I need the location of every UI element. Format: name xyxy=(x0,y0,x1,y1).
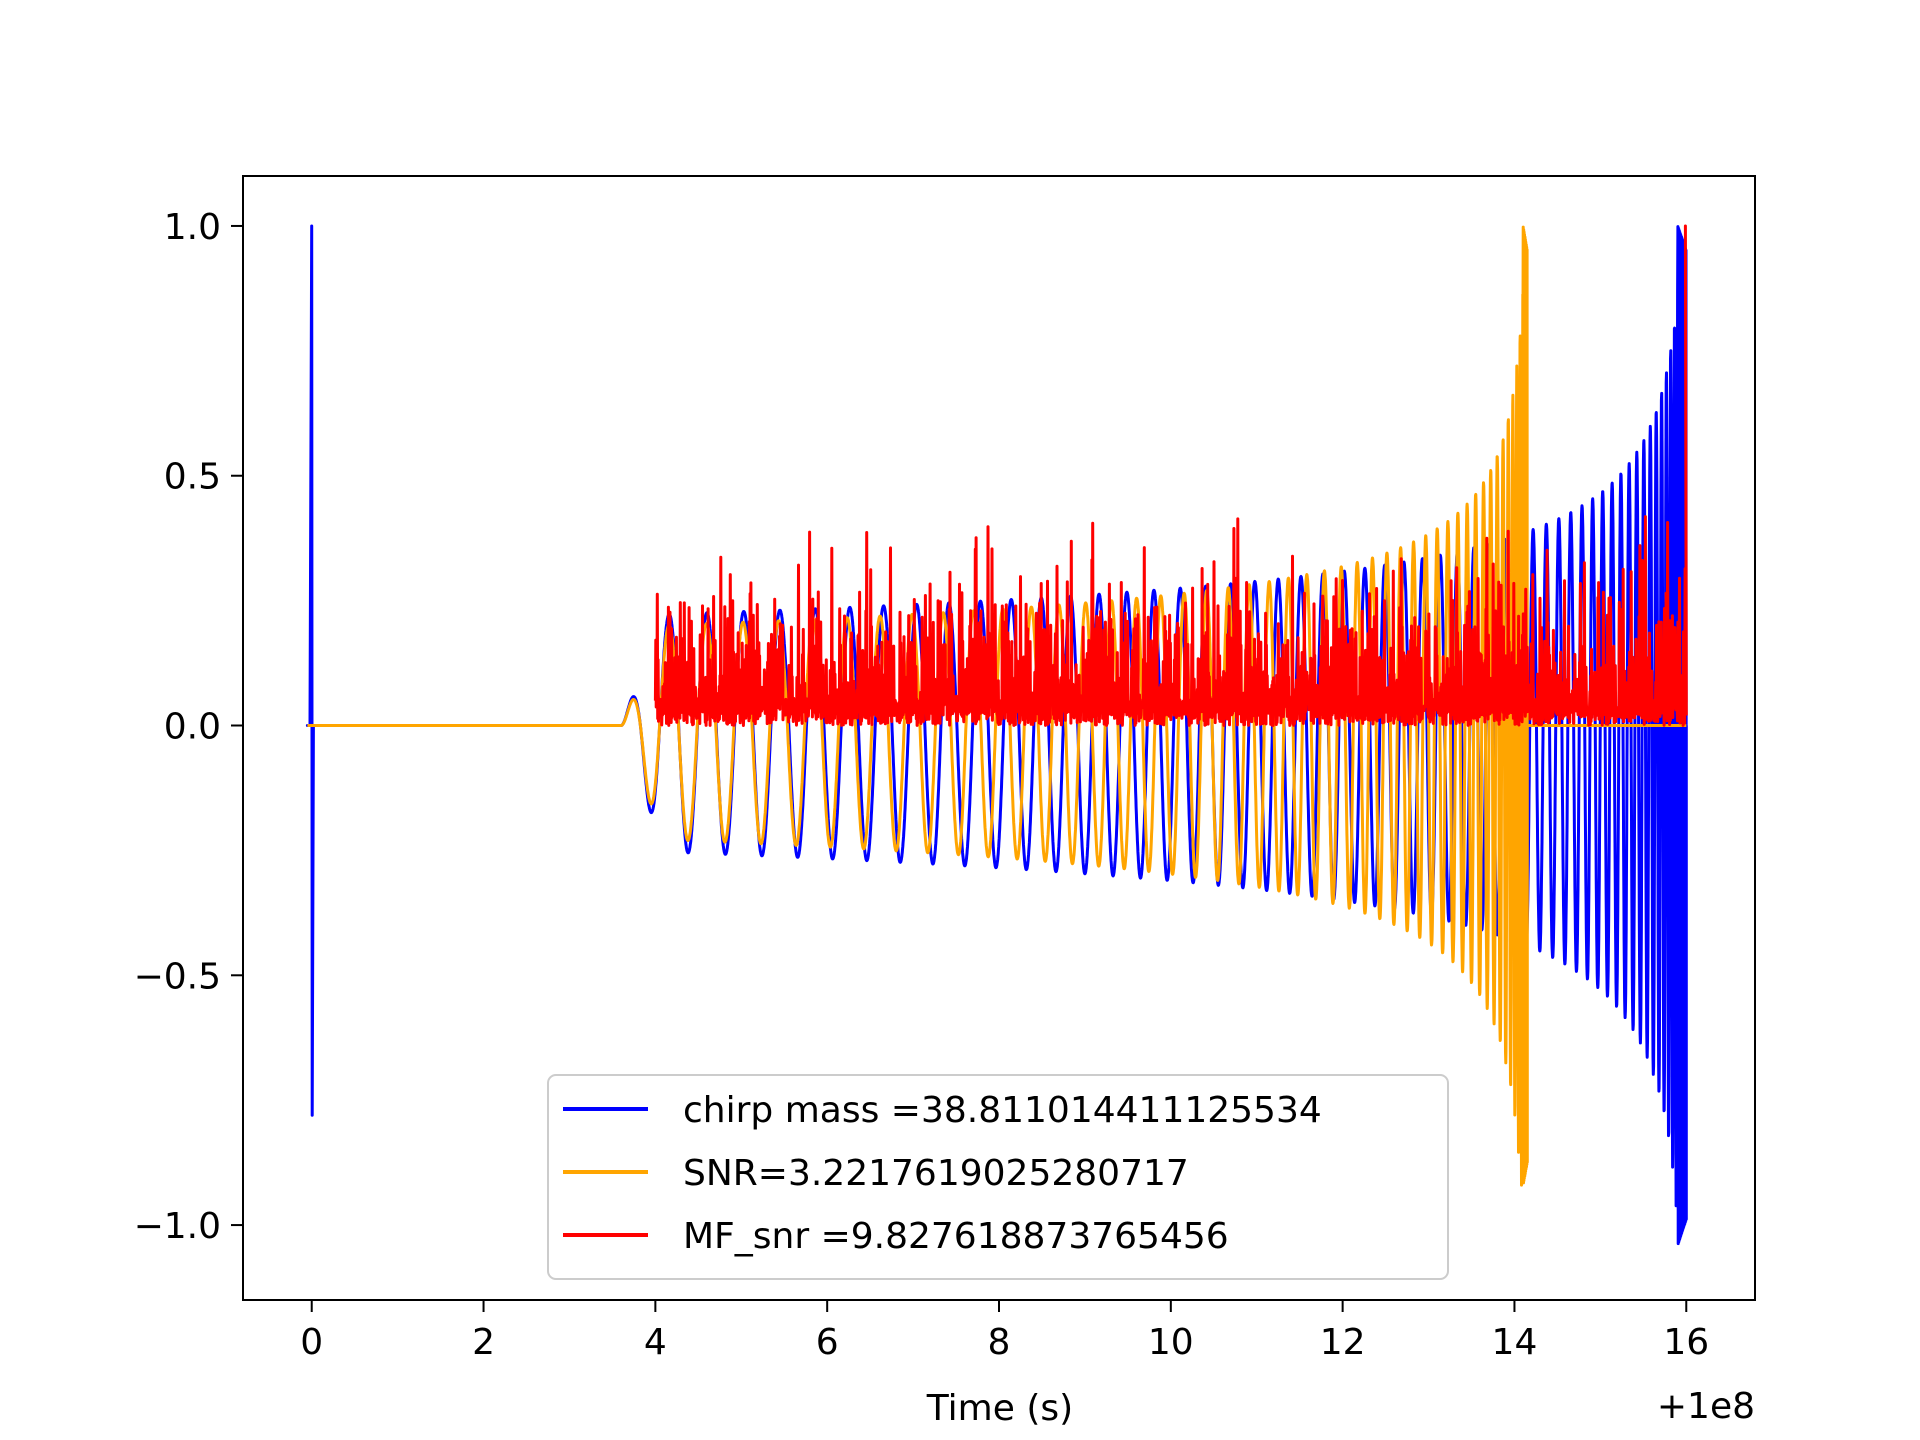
legend-label-snr: SNR=3.2217619025280717 xyxy=(683,1153,1189,1194)
x-tick-label: 16 xyxy=(1663,1322,1709,1363)
y-tick-label: −1.0 xyxy=(134,1206,221,1247)
legend-box xyxy=(547,1074,1449,1280)
x-tick-label: 8 xyxy=(988,1322,1011,1363)
x-tick-label: 0 xyxy=(300,1322,323,1363)
x-axis: 0 2 4 6 8 10 12 14 16 xyxy=(300,1300,1709,1363)
x-tick-label: 6 xyxy=(816,1322,839,1363)
legend: chirp mass =38.811014411125534 SNR=3.221… xyxy=(547,1074,1449,1280)
y-tick-label: 0.0 xyxy=(164,707,221,748)
y-tick-label: 0.5 xyxy=(164,457,221,498)
x-tick-label: 2 xyxy=(472,1322,495,1363)
x-tick-label: 4 xyxy=(644,1322,667,1363)
x-offset-label: +1e8 xyxy=(1657,1386,1755,1427)
y-tick-label: 1.0 xyxy=(164,207,221,248)
x-tick-label: 12 xyxy=(1320,1322,1366,1363)
legend-label-chirp-mass: chirp mass =38.811014411125534 xyxy=(683,1090,1322,1131)
y-axis: 1.0 0.5 0.0 −0.5 −1.0 xyxy=(134,207,243,1247)
legend-label-mf-snr: MF_snr =9.827618873765456 xyxy=(683,1216,1229,1257)
x-tick-label: 14 xyxy=(1492,1322,1538,1363)
y-tick-label: −0.5 xyxy=(134,956,221,997)
series-line-mf-snr xyxy=(653,224,1688,727)
x-tick-label: 10 xyxy=(1148,1322,1194,1363)
series-layer xyxy=(305,224,1688,1246)
x-axis-label: Time (s) xyxy=(926,1388,1073,1429)
